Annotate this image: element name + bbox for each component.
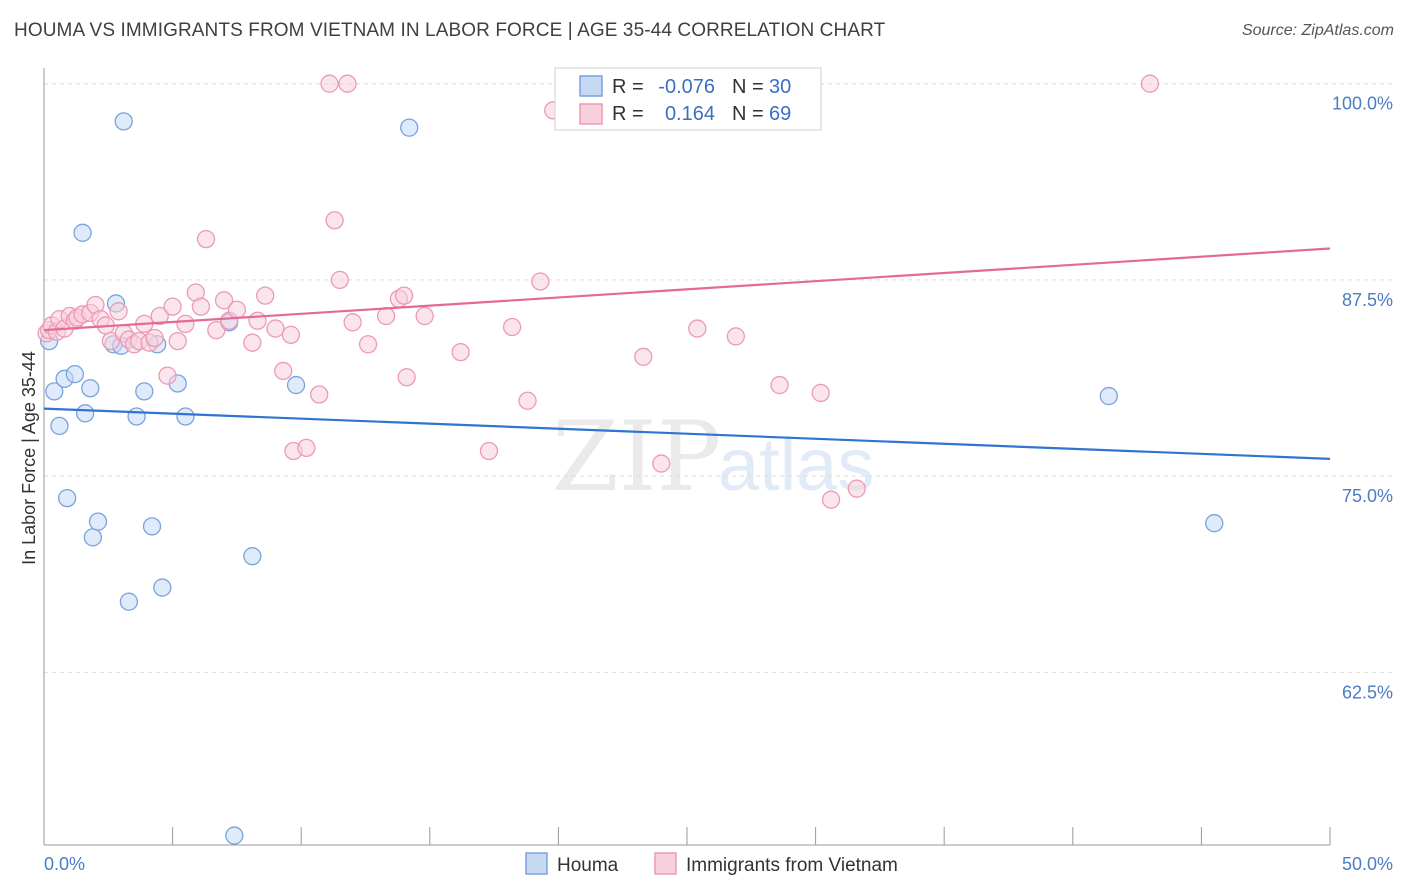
- vietnam-point: [325, 211, 344, 230]
- vietnam-point: [310, 385, 329, 404]
- y-tick-label: 75.0%: [1342, 486, 1393, 506]
- vietnam-point: [652, 454, 671, 473]
- vietnam-point: [145, 328, 164, 348]
- vietnam-point: [415, 306, 434, 326]
- bottom-legend-swatch-vietnam: [654, 852, 677, 875]
- houma-point: [225, 826, 244, 845]
- vietnam-point: [266, 319, 285, 338]
- vietnam-point: [248, 311, 267, 330]
- vietnam-point: [274, 361, 293, 381]
- vietnam-point: [191, 297, 211, 316]
- vietnam-point: [811, 383, 830, 403]
- houma-point: [83, 528, 103, 547]
- vietnam-point: [176, 314, 195, 334]
- vietnam-point: [338, 74, 357, 93]
- legend-n-value-vietnam: 69: [769, 103, 791, 125]
- vietnam-point: [150, 306, 169, 326]
- legend-n-label-houma: N =: [732, 76, 764, 98]
- vietnam-point: [518, 391, 537, 410]
- legend-swatch-houma: [579, 75, 603, 97]
- vietnam-point: [770, 375, 789, 395]
- source-credit: Source: ZipAtlas.com: [1241, 22, 1394, 39]
- vietnam-point: [502, 317, 522, 337]
- houma-point: [153, 578, 172, 597]
- houma-point: [45, 382, 64, 401]
- grid-lines: [44, 83, 1393, 673]
- vietnam-point: [358, 335, 378, 354]
- vietnam-point: [688, 319, 707, 338]
- vietnam-point: [726, 327, 746, 346]
- correlation-legend: R = -0.076 N = 30 R = 0.164 N = 69: [554, 67, 822, 131]
- legend-swatch-vietnam: [579, 103, 603, 125]
- houma-point: [76, 404, 95, 423]
- houma-point: [88, 512, 108, 531]
- houma-point: [1205, 514, 1224, 533]
- y-tick-label: 100.0%: [1332, 94, 1393, 114]
- houma-point: [286, 375, 306, 395]
- vietnam-point: [1140, 74, 1160, 93]
- bottom-legend-houma: Houma: [557, 855, 619, 876]
- houma-point: [50, 416, 69, 436]
- vietnam-point: [330, 270, 349, 290]
- chart-title: HOUMA VS IMMIGRANTS FROM VIETNAM IN LABO…: [14, 20, 886, 41]
- houma-point: [176, 407, 195, 426]
- series-legend: Houma Immigrants from Vietnam: [525, 852, 898, 876]
- houma-point: [65, 364, 85, 384]
- houma-point: [243, 547, 262, 566]
- vietnam-point: [343, 313, 362, 332]
- vietnam-point: [214, 291, 234, 310]
- vietnam-point: [168, 331, 187, 351]
- y-tick-label: 87.5%: [1342, 290, 1393, 310]
- vietnam-point: [394, 286, 414, 305]
- houma-point: [400, 118, 419, 137]
- legend-r-label-houma: R =: [612, 76, 644, 98]
- vietnam-point: [479, 441, 499, 461]
- houma-point: [81, 379, 100, 398]
- vietnam-trend-line: [43, 247, 1331, 332]
- vietnam-point: [163, 297, 182, 316]
- houma-point: [119, 592, 139, 611]
- houma-trend-line: [43, 407, 1331, 460]
- legend-r-value-houma: -0.076: [658, 76, 715, 98]
- vietnam-point: [158, 366, 177, 385]
- legend-r-label-vietnam: R =: [612, 103, 644, 125]
- vietnam-point: [109, 302, 128, 321]
- bottom-legend-swatch-houma: [525, 852, 548, 875]
- y-axis-label: In Labor Force | Age 35-44: [19, 351, 39, 565]
- axis-ticks: 62.5% 75.0% 87.5% 100.0% 0.0% 50.0%: [43, 94, 1393, 874]
- legend-n-value-houma: 30: [769, 76, 791, 98]
- vietnam-point: [451, 342, 470, 362]
- vietnam-point: [281, 325, 301, 344]
- y-tick-label: 62.5%: [1342, 682, 1393, 702]
- vietnam-point: [376, 306, 396, 326]
- bottom-legend-vietnam: Immigrants from Vietnam: [686, 855, 898, 876]
- x-tick-label-max: 50.0%: [1342, 854, 1393, 874]
- houma-point: [114, 112, 133, 131]
- vietnam-point: [243, 333, 262, 352]
- houma-point: [127, 407, 146, 426]
- houma-point: [135, 382, 154, 401]
- vietnam-point: [256, 286, 275, 305]
- x-tick-label-min: 0.0%: [44, 854, 85, 874]
- vietnam-point: [320, 74, 339, 93]
- houma-point: [142, 517, 162, 536]
- vietnam-point: [821, 490, 841, 509]
- trend-lines: [43, 247, 1331, 460]
- vietnam-point: [634, 347, 653, 366]
- vietnam-point: [227, 300, 247, 319]
- vietnam-point: [531, 272, 550, 291]
- legend-r-value-vietnam: 0.164: [665, 103, 715, 125]
- vietnam-point: [196, 229, 216, 249]
- vietnam-point: [397, 368, 416, 387]
- vietnam-point: [847, 479, 866, 498]
- houma-point: [1099, 386, 1118, 406]
- vietnam-point: [207, 320, 226, 340]
- houma-point: [73, 223, 92, 242]
- houma-point: [57, 488, 77, 508]
- watermark-zip: ZIP: [552, 401, 721, 513]
- legend-n-label-vietnam: N =: [732, 103, 764, 125]
- vietnam-point: [297, 438, 316, 458]
